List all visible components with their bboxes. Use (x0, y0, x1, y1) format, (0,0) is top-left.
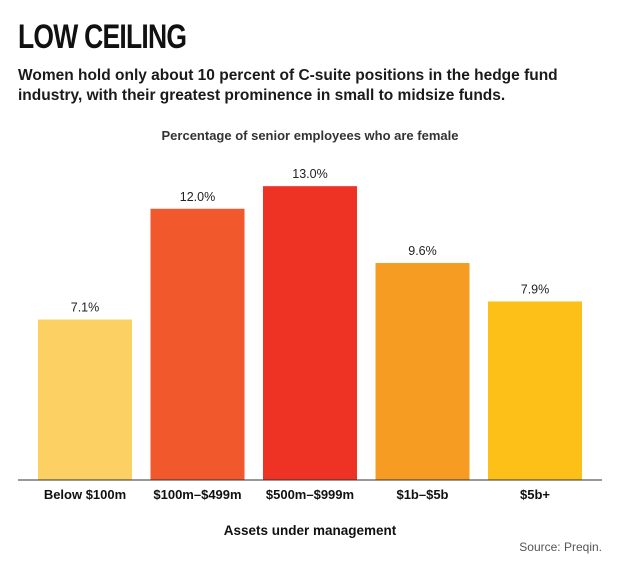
source-note: Source: Preqin. (519, 540, 602, 554)
chart-dek: Women hold only about 10 percent of C-su… (18, 67, 558, 104)
chart-title: LOW CEILING (18, 18, 187, 56)
bar-3 (263, 186, 357, 481)
bar-value-label-2: 12.0% (180, 190, 215, 204)
bar-1 (38, 319, 132, 480)
bar-4 (375, 263, 470, 480)
category-tick-label-1: Below $100m (44, 487, 126, 502)
bar-value-label-4: 9.6% (408, 244, 437, 258)
bar-value-label-5: 7.9% (521, 282, 550, 296)
bar-chart: 7.1% Below $100m 12.0% $100m–$499m 13.0% $500… (18, 167, 602, 502)
bar-5 (488, 301, 582, 480)
chart-subtitle: Percentage of senior employees who are f… (161, 128, 459, 143)
bar-value-label-3: 13.0% (292, 167, 327, 181)
bar-2 (150, 208, 245, 480)
category-tick-label-3: $500m–$999m (266, 487, 354, 502)
bar-value-label-1: 7.1% (71, 301, 100, 315)
x-axis-label: Assets under management (223, 523, 397, 538)
category-tick-label-5: $5b+ (520, 487, 550, 502)
category-tick-label-2: $100m–$499m (153, 487, 241, 502)
category-tick-label-4: $1b–$5b (396, 487, 448, 502)
